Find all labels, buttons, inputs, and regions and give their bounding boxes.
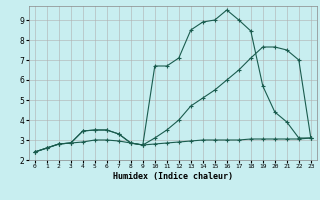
X-axis label: Humidex (Indice chaleur): Humidex (Indice chaleur)	[113, 172, 233, 181]
